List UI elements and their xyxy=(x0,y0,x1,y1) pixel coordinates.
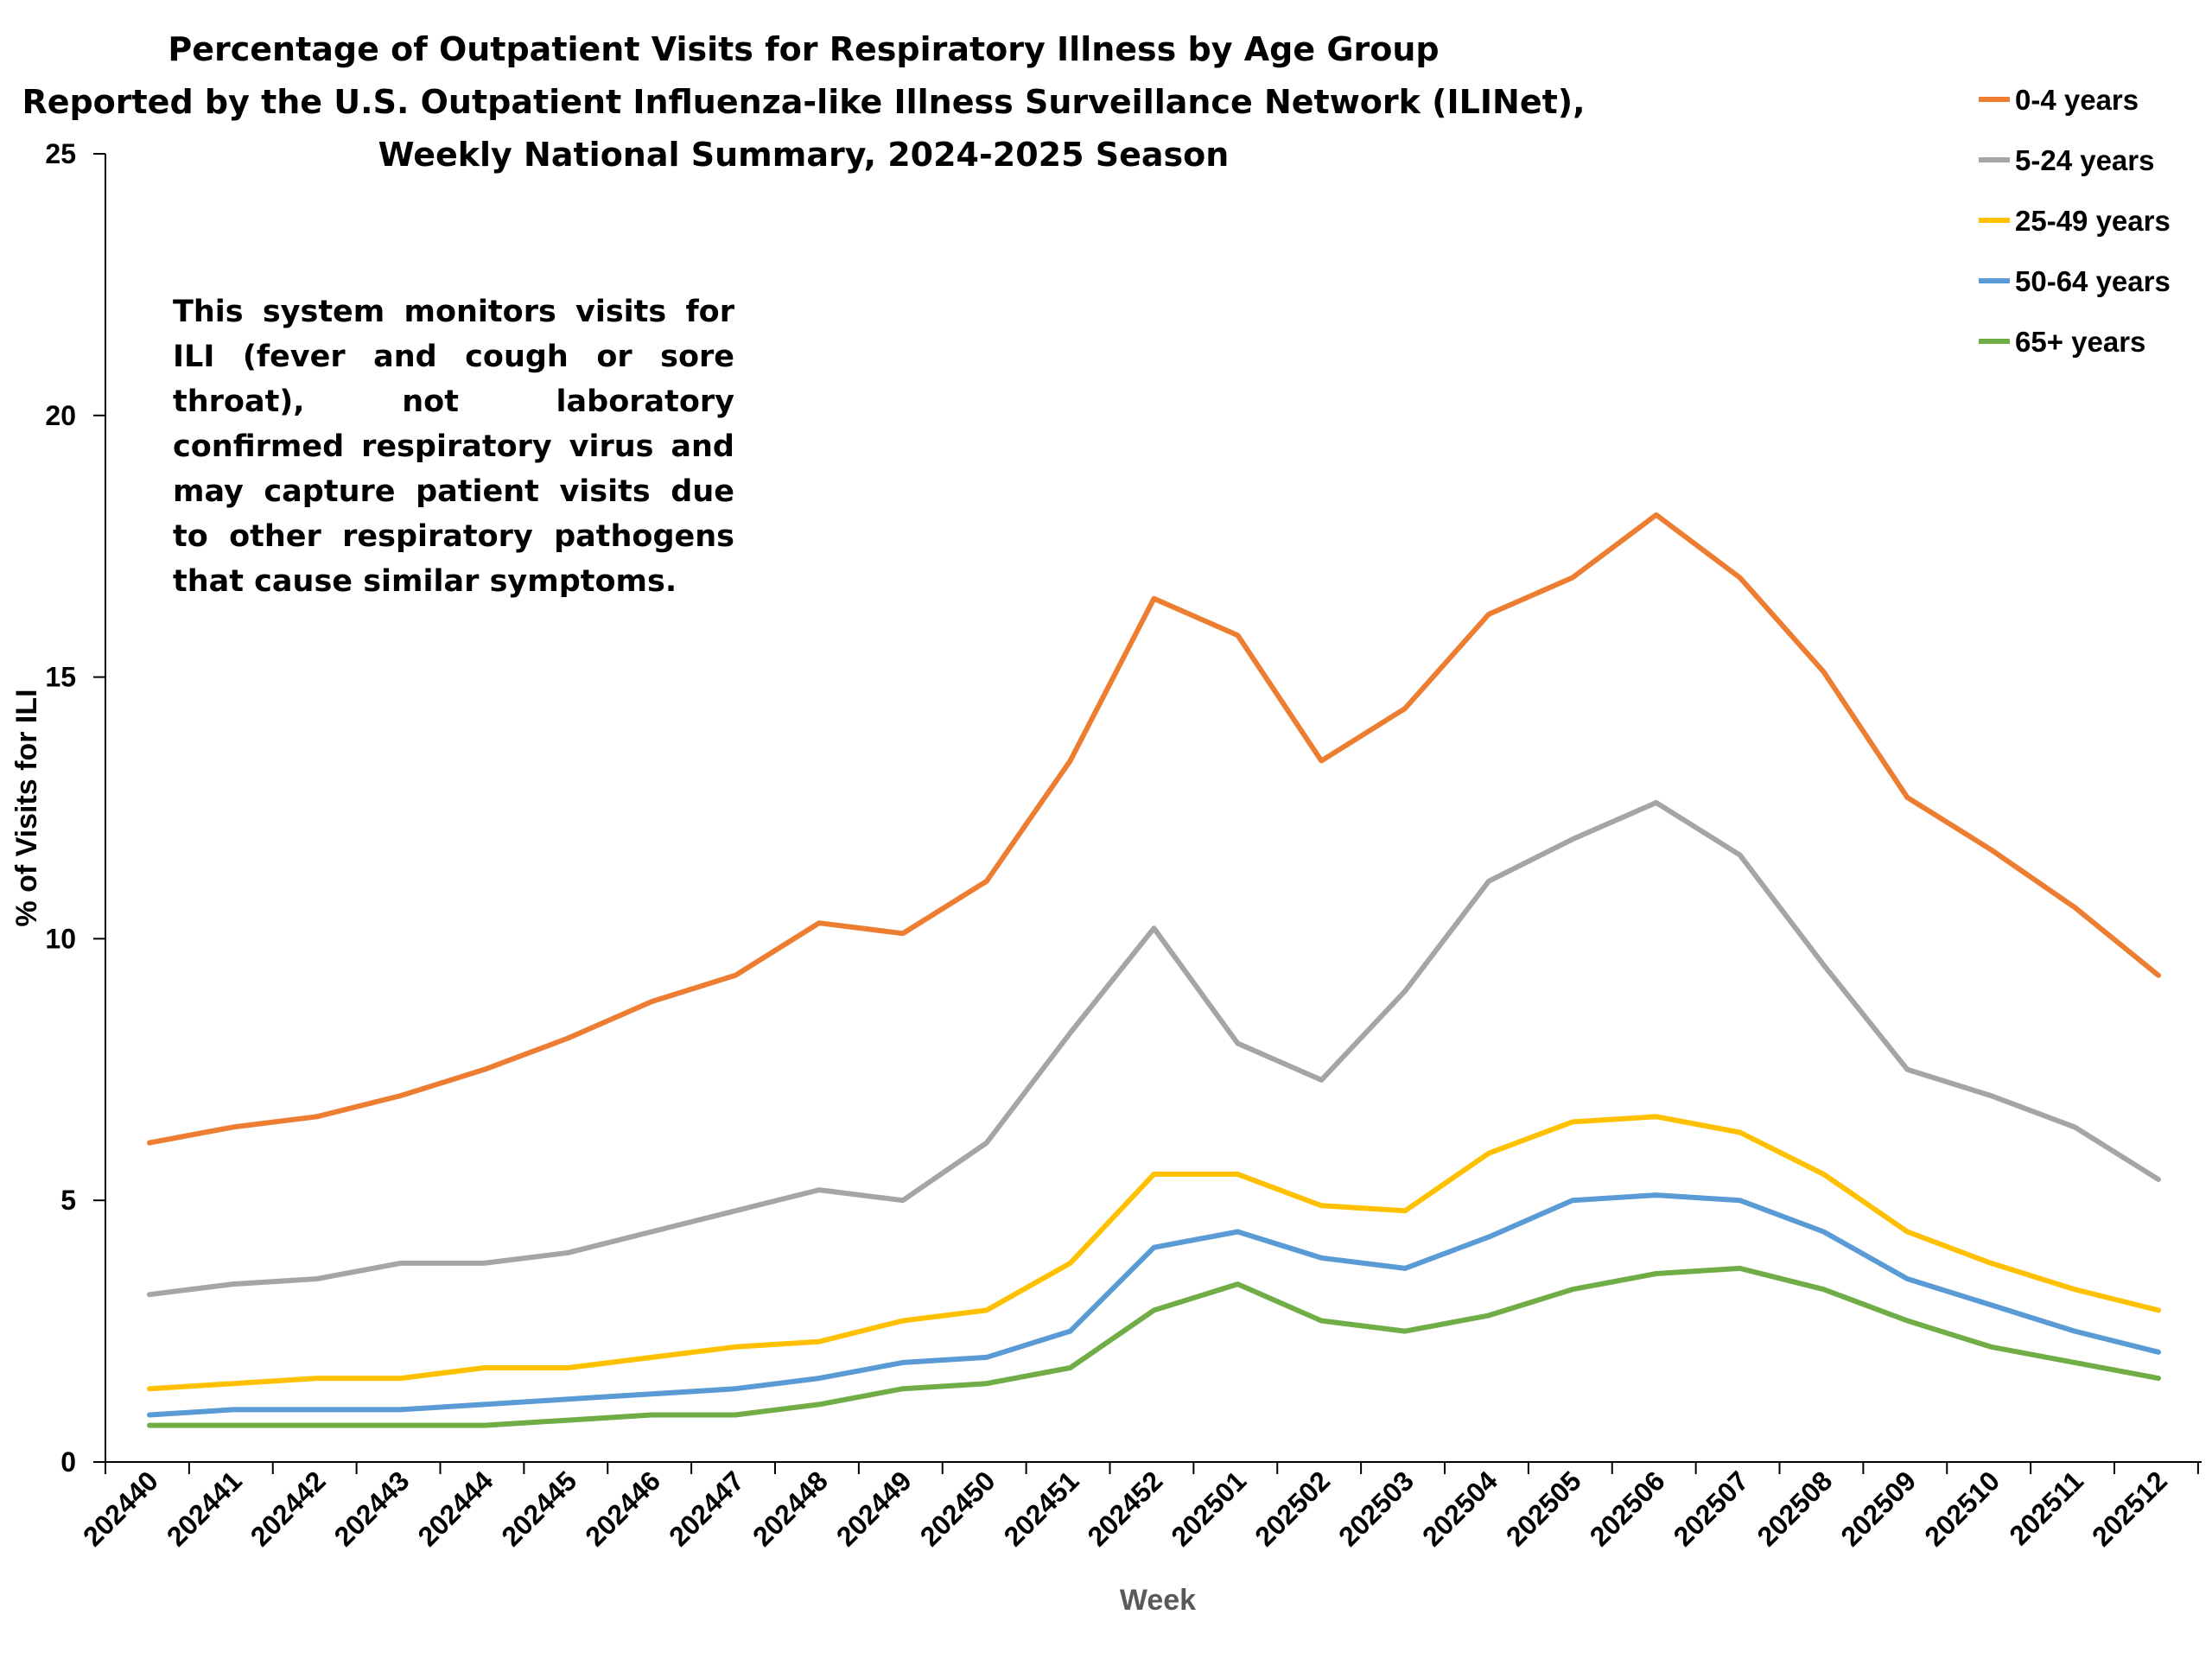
x-tick-label: 202447 xyxy=(663,1465,750,1552)
legend-label: 50-64 years xyxy=(2015,265,2171,297)
x-tick-label: 202504 xyxy=(1416,1465,1503,1552)
x-tick-label: 202511 xyxy=(2003,1465,2089,1551)
chart-axes xyxy=(105,154,2202,1463)
legend-label: 0-4 years xyxy=(2015,84,2139,116)
x-tick-label: 202503 xyxy=(1332,1465,1420,1552)
x-tick-label: 202509 xyxy=(1834,1465,1922,1552)
x-tick-label: 202501 xyxy=(1165,1465,1252,1552)
x-tick-label: 202446 xyxy=(579,1465,666,1552)
x-tick-label: 202505 xyxy=(1500,1465,1587,1552)
legend-label: 5-24 years xyxy=(2015,144,2154,176)
x-tick-label: 202451 xyxy=(998,1465,1085,1552)
chart-title: Percentage of Outpatient Visits for Resp… xyxy=(22,30,1585,174)
series-line xyxy=(147,512,2161,1146)
x-tick-label: 202442 xyxy=(245,1465,332,1552)
series-line xyxy=(147,1265,2161,1428)
x-tick-label: 202440 xyxy=(77,1465,164,1552)
x-tick-label: 202448 xyxy=(747,1465,834,1552)
series-line xyxy=(147,1192,2161,1418)
legend-label: 65+ years xyxy=(2015,326,2145,358)
x-tick-label: 202445 xyxy=(495,1465,582,1552)
y-tick-label: 5 xyxy=(60,1185,76,1216)
x-tick-label: 202449 xyxy=(830,1465,918,1552)
chart-title-line: Reported by the U.S. Outpatient Influenz… xyxy=(22,83,1585,121)
y-tick-label: 10 xyxy=(45,923,76,954)
y-tick-label: 15 xyxy=(45,662,76,693)
x-tick-label: 202502 xyxy=(1249,1465,1336,1552)
series-lines xyxy=(147,512,2161,1428)
legend-label: 25-49 years xyxy=(2015,205,2171,237)
x-tick-label: 202510 xyxy=(1918,1465,2005,1552)
x-tick-label: 202444 xyxy=(411,1465,499,1552)
y-tick-label: 25 xyxy=(45,138,76,169)
series-line xyxy=(147,799,2161,1298)
y-tick-label: 0 xyxy=(60,1446,76,1478)
y-tick-label: 20 xyxy=(45,400,76,431)
annotation-note: This system monitors visits for ILI (fev… xyxy=(173,295,734,599)
x-ticks: 2024402024412024422024432024442024452024… xyxy=(77,1462,2199,1552)
x-tick-label: 202441 xyxy=(161,1465,248,1552)
x-tick-label: 202450 xyxy=(914,1465,1001,1552)
series-line xyxy=(147,1114,2161,1392)
legend: 0-4 years 5-24 years 25-49 years 50-64 year… xyxy=(1979,84,2171,358)
x-tick-label: 202452 xyxy=(1081,1465,1168,1552)
chart-title-line: Percentage of Outpatient Visits for Resp… xyxy=(168,30,1439,68)
x-tick-label: 202506 xyxy=(1584,1465,1671,1552)
y-axis-label: % of Visits for ILI xyxy=(10,689,43,926)
x-tick-label: 202512 xyxy=(2086,1465,2173,1552)
x-axis-label: Week xyxy=(1120,1584,1196,1617)
y-ticks: 0 5 10 15 20 25 xyxy=(45,138,105,1478)
chart-title-line: Weekly National Summary, 2024-2025 Seaso… xyxy=(378,136,1230,174)
x-tick-label: 202443 xyxy=(328,1465,416,1552)
x-tick-label: 202508 xyxy=(1751,1465,1838,1552)
x-tick-label: 202507 xyxy=(1668,1465,1755,1552)
